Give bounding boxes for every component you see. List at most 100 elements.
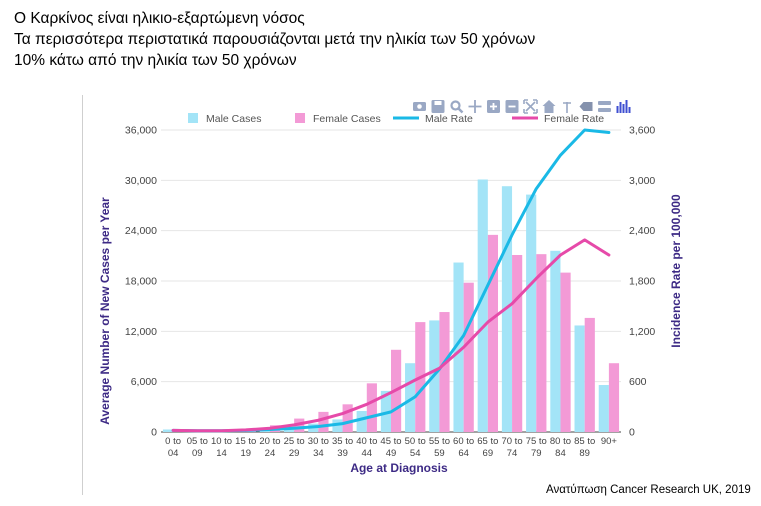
y-tick-label: 36,000 xyxy=(125,125,157,137)
x-tick-label: 19 xyxy=(240,448,251,459)
source-footnote: Ανατύπωση Cancer Research UK, 2019 xyxy=(546,484,751,496)
y-tick-label: 0 xyxy=(151,427,157,439)
y-axis-title: Average Number of New Cases per Year xyxy=(98,197,112,425)
autoscale-icon[interactable] xyxy=(523,99,538,114)
line-female-rate xyxy=(171,238,611,433)
x-tick-label: 30 to xyxy=(308,436,329,447)
x-tick-label: 45 to xyxy=(380,436,401,447)
y2-tick-label: 1,800 xyxy=(629,276,655,288)
x-tick-label: 55 to xyxy=(429,436,450,447)
x-tick-label: 14 xyxy=(216,448,227,459)
x-tick-label: 50 to xyxy=(405,436,426,447)
x-tick-label: 29 xyxy=(289,448,300,459)
x-tick-label: 70 to xyxy=(501,436,522,447)
bar-female-cases xyxy=(463,282,474,432)
bar-male-cases xyxy=(453,262,464,432)
x-tick-label: 64 xyxy=(458,448,469,459)
y2-tick-label: 1,200 xyxy=(629,326,655,338)
pan-icon[interactable] xyxy=(468,100,482,113)
legend-label: Male Rate xyxy=(425,113,473,125)
bar-female-cases xyxy=(536,254,547,432)
spike-lines-icon[interactable] xyxy=(563,102,571,113)
headline-line-2: Τα περισσότερα περιστατικά παρουσιάζοντα… xyxy=(14,31,536,48)
y-tick-label: 12,000 xyxy=(125,326,157,338)
camera-icon[interactable] xyxy=(413,102,426,111)
x-tick-label: 20 to xyxy=(259,436,280,447)
x-tick-label: 89 xyxy=(579,448,590,459)
y-tick-label: 30,000 xyxy=(125,175,157,187)
x-tick-label: 60 to xyxy=(453,436,474,447)
x-tick-label: 69 xyxy=(483,448,494,459)
reset-axes-icon[interactable] xyxy=(542,100,556,113)
headline-line-3: 10% κάτω από την ηλικία των 50 χρόνων xyxy=(14,52,297,69)
x-tick-label: 84 xyxy=(555,448,566,459)
bar-male-cases xyxy=(526,194,537,432)
legend-label: Female Cases xyxy=(313,113,381,125)
x-tick-label: 09 xyxy=(192,448,203,459)
zoom-in-icon[interactable] xyxy=(487,100,500,113)
x-axis-title: Age at Diagnosis xyxy=(350,461,448,475)
bar-male-cases xyxy=(598,385,609,432)
x-tick-label: 39 xyxy=(337,448,348,459)
x-tick-label: 05 to xyxy=(187,436,208,447)
bar-female-cases xyxy=(366,383,377,432)
zoom-icon[interactable] xyxy=(450,100,464,114)
bar-female-cases xyxy=(512,254,523,432)
y-tick-label: 6,000 xyxy=(131,376,157,388)
bar-male-cases xyxy=(405,363,416,432)
x-tick-label: 85 to xyxy=(574,436,595,447)
x-tick-label: 74 xyxy=(507,448,518,459)
bar-female-cases xyxy=(342,404,353,432)
legend-label: Female Rate xyxy=(544,113,604,125)
x-tick-label: 80 to xyxy=(550,436,571,447)
y2-tick-label: 2,400 xyxy=(629,225,655,237)
bar-male-cases xyxy=(574,325,585,432)
bar-male-cases xyxy=(550,250,561,432)
y2-tick-label: 0 xyxy=(629,427,635,439)
bar-female-cases xyxy=(584,317,595,432)
hover-closest-icon[interactable] xyxy=(579,102,593,111)
bar-female-cases xyxy=(318,411,329,432)
x-tick-label: 34 xyxy=(313,448,324,459)
age-incidence-chart: 0 6,000 12,000 18,000 24,000 30,000 36,000 0 600… xyxy=(98,99,683,475)
y-tick-label: 18,000 xyxy=(125,276,157,288)
y2-tick-label: 3,600 xyxy=(629,125,655,137)
bar-female-cases xyxy=(487,234,499,432)
bar-female-cases xyxy=(608,363,620,432)
save-icon[interactable] xyxy=(431,100,445,113)
y2-tick-label: 600 xyxy=(629,376,647,388)
x-tick-label: 04 xyxy=(168,448,179,459)
plotly-logo-icon[interactable] xyxy=(616,100,631,113)
legend-swatch[interactable] xyxy=(188,113,198,123)
x-tick-label: 54 xyxy=(410,448,421,459)
bar-male-cases xyxy=(477,179,488,432)
x-tick-label: 90+ xyxy=(601,436,618,447)
x-tick-label: 24 xyxy=(265,448,276,459)
x-tick-label: 15 to xyxy=(235,436,256,447)
x-tick-label: 10 to xyxy=(211,436,232,447)
x-tick-label: 65 to xyxy=(477,436,498,447)
hover-compare-icon[interactable] xyxy=(598,101,611,112)
x-tick-label: 40 to xyxy=(356,436,377,447)
y2-tick-label: 3,000 xyxy=(629,175,655,187)
y2-axis-title: Incidence Rate per 100,000 xyxy=(669,194,683,348)
legend-swatch[interactable] xyxy=(295,113,305,123)
x-tick-label: 59 xyxy=(434,448,445,459)
x-tick-label: 49 xyxy=(386,448,397,459)
bar-female-cases xyxy=(560,272,571,432)
legend-label: Male Cases xyxy=(206,113,261,125)
x-tick-label: 35 to xyxy=(332,436,353,447)
x-tick-label: 44 xyxy=(362,448,373,459)
headline-line-1: Ο Καρκίνος είναι ηλικιο-εξαρτώμενη νόσος xyxy=(14,10,305,27)
bar-male-cases xyxy=(356,411,367,432)
x-tick-label: 75 to xyxy=(526,436,547,447)
x-tick-label: 0 to xyxy=(165,436,181,447)
bar-female-cases xyxy=(439,312,450,432)
x-tick-label: 25 to xyxy=(284,436,305,447)
bar-male-cases xyxy=(162,429,174,432)
bar-male-cases xyxy=(380,390,391,432)
zoom-out-icon[interactable] xyxy=(505,100,519,113)
y-tick-label: 24,000 xyxy=(125,225,157,237)
x-tick-label: 79 xyxy=(531,448,542,459)
chart-frame: 0 6,000 12,000 18,000 24,000 30,000 36,000 0 600… xyxy=(82,95,703,495)
